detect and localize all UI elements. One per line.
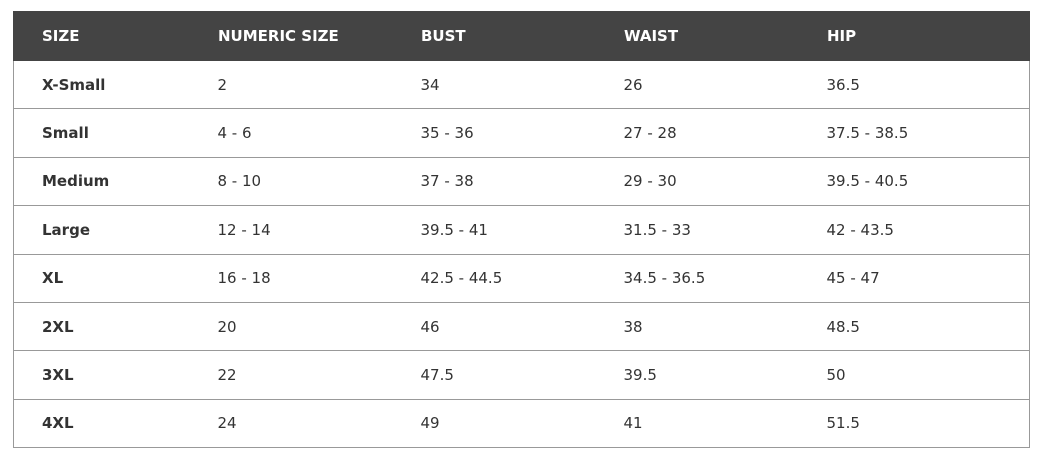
cell-size: Small [13, 108, 190, 158]
cell-bust: 35 - 36 [392, 108, 596, 158]
table-row: X-Small 2 34 26 36.5 [13, 59, 1030, 110]
cell-numeric-size: 16 - 18 [189, 253, 393, 303]
cell-bust: 34 [392, 59, 596, 110]
cell-numeric-size: 24 [189, 398, 393, 449]
table-row: 4XL 24 49 41 51.5 [13, 398, 1030, 449]
header-numeric-size: NUMERIC SIZE [189, 11, 393, 61]
cell-bust: 39.5 - 41 [392, 205, 596, 255]
cell-numeric-size: 12 - 14 [189, 205, 393, 255]
cell-size: 2XL [13, 301, 190, 352]
cell-bust: 47.5 [392, 350, 596, 400]
cell-size: XL [13, 253, 190, 303]
cell-numeric-size: 4 - 6 [189, 108, 393, 158]
table-row: XL 16 - 18 42.5 - 44.5 34.5 - 36.5 45 - 47 [13, 253, 1030, 303]
cell-hip: 51.5 [798, 398, 1030, 449]
header-size: SIZE [13, 11, 190, 61]
cell-hip: 39.5 - 40.5 [798, 156, 1030, 207]
cell-size: Large [13, 205, 190, 255]
cell-size: Medium [13, 156, 190, 207]
cell-waist: 27 - 28 [595, 108, 799, 158]
cell-hip: 37.5 - 38.5 [798, 108, 1030, 158]
cell-waist: 31.5 - 33 [595, 205, 799, 255]
cell-bust: 49 [392, 398, 596, 449]
cell-numeric-size: 22 [189, 350, 393, 400]
cell-size: 3XL [13, 350, 190, 400]
table-row: Medium 8 - 10 37 - 38 29 - 30 39.5 - 40.5 [13, 156, 1030, 207]
cell-hip: 42 - 43.5 [798, 205, 1030, 255]
header-waist: WAIST [595, 11, 799, 61]
header-hip: HIP [798, 11, 1030, 61]
cell-size: 4XL [13, 398, 190, 449]
size-chart-table: SIZE NUMERIC SIZE BUST WAIST HIP X-Small… [13, 11, 1030, 449]
cell-bust: 42.5 - 44.5 [392, 253, 596, 303]
table-row: Large 12 - 14 39.5 - 41 31.5 - 33 42 - 43.5 [13, 205, 1030, 255]
cell-waist: 38 [595, 301, 799, 352]
cell-waist: 41 [595, 398, 799, 449]
cell-waist: 29 - 30 [595, 156, 799, 207]
header-bust: BUST [392, 11, 596, 61]
cell-bust: 46 [392, 301, 596, 352]
header-row: SIZE NUMERIC SIZE BUST WAIST HIP [13, 11, 1030, 61]
cell-bust: 37 - 38 [392, 156, 596, 207]
cell-waist: 26 [595, 59, 799, 110]
cell-hip: 36.5 [798, 59, 1030, 110]
cell-numeric-size: 20 [189, 301, 393, 352]
cell-numeric-size: 2 [189, 59, 393, 110]
cell-waist: 34.5 - 36.5 [595, 253, 799, 303]
table-row: Small 4 - 6 35 - 36 27 - 28 37.5 - 38.5 [13, 108, 1030, 158]
cell-size: X-Small [13, 59, 190, 110]
cell-hip: 45 - 47 [798, 253, 1030, 303]
cell-hip: 50 [798, 350, 1030, 400]
cell-waist: 39.5 [595, 350, 799, 400]
table-row: 2XL 20 46 38 48.5 [13, 301, 1030, 352]
cell-numeric-size: 8 - 10 [189, 156, 393, 207]
cell-hip: 48.5 [798, 301, 1030, 352]
table-row: 3XL 22 47.5 39.5 50 [13, 350, 1030, 400]
